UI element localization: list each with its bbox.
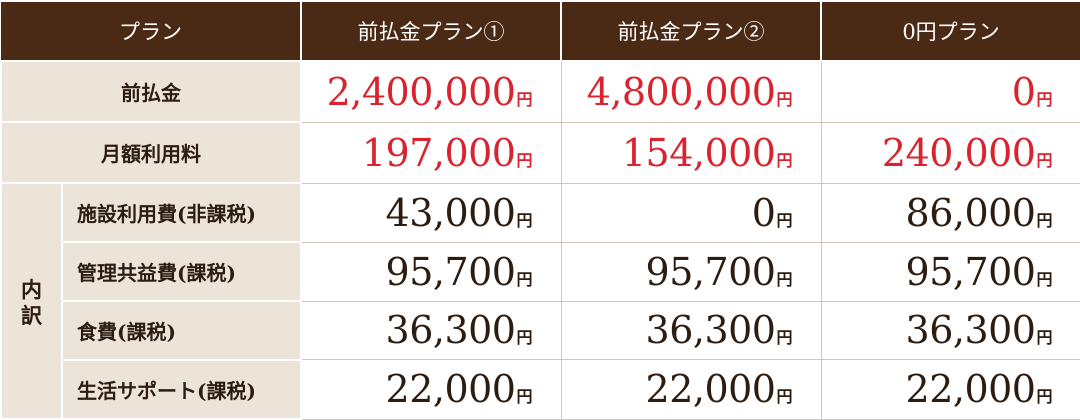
cell-management-plan2: 95,700円 [560,241,822,302]
plan-header-3: 0円プラン [820,0,1080,62]
cell-support-plan3: 22,000円 [820,359,1080,420]
cell-prepayment-plan3: 0円 [820,60,1080,123]
cell-facility-plan2: 0円 [560,182,822,243]
value: 95,700 [905,249,1036,294]
unit: 円 [1036,328,1053,348]
unit: 円 [776,328,793,348]
row-label-life-support-fee: 生活サポート(課税) [61,358,302,420]
cell-meal-plan2: 36,300円 [560,300,822,361]
unit: 円 [516,150,533,170]
unit: 円 [1036,210,1053,230]
cell-monthly-plan3: 240,000円 [820,121,1080,184]
unit: 円 [516,269,533,289]
value: 4,800,000 [586,69,776,114]
row-life-support-fee: 生活サポート(課税) 22,000円 22,000円 22,000円 [1,358,1080,420]
value: 36,300 [645,308,776,353]
row-label-prepayment: 前払金 [0,59,302,124]
unit: 円 [1036,150,1053,170]
row-facility-fee: 内 訳 施設利用費(非課税) 43,000円 0円 86,000円 [0,182,1080,420]
value: 22,000 [645,367,776,412]
unit: 円 [1036,387,1053,407]
cell-meal-plan1: 36,300円 [300,300,562,361]
unit: 円 [776,150,793,170]
value: 36,300 [905,308,1036,353]
cell-support-plan1: 22,000円 [300,359,562,420]
value: 197,000 [361,130,516,175]
unit: 円 [776,269,793,289]
cell-monthly-plan1: 197,000円 [300,121,562,184]
unit: 円 [776,210,793,230]
cell-management-plan1: 95,700円 [300,241,562,302]
row-label-facility-fee: 施設利用費(非課税) [61,182,302,244]
row-management-fee: 管理共益費(課税) 95,700円 95,700円 95,700円 [1,241,1080,302]
value: 2,400,000 [326,69,516,114]
cell-prepayment-plan1: 2,400,000円 [300,60,562,123]
value: 43,000 [385,190,516,235]
value: 95,700 [385,249,516,294]
cell-monthly-plan2: 154,000円 [560,121,822,184]
unit: 円 [516,89,533,109]
unit: 円 [516,328,533,348]
value: 22,000 [385,367,516,412]
value: 154,000 [621,130,776,175]
plan-header-1: 前払金プラン① [300,0,562,62]
cell-meal-plan3: 36,300円 [820,300,1080,361]
plan-header-label: プラン [1,0,302,62]
cell-management-plan3: 95,700円 [820,241,1080,302]
cell-prepayment-plan2: 4,800,000円 [560,60,822,123]
unit: 円 [516,210,533,230]
value: 0 [751,190,776,235]
row-meal-fee: 食費(課税) 36,300円 36,300円 36,300円 [1,300,1080,361]
row-prepayment: 前払金 2,400,000円 4,800,000円 0円 [0,59,1080,124]
unit: 円 [776,387,793,407]
breakdown-label: 内 訳 [0,182,63,420]
row-label-meal-fee: 食費(課税) [61,300,302,361]
value: 0 [1011,69,1036,114]
cell-facility-plan1: 43,000円 [300,182,562,243]
unit: 円 [516,387,533,407]
plan-header-2: 前払金プラン② [560,0,822,62]
value: 95,700 [645,249,776,294]
cell-support-plan2: 22,000円 [560,359,822,420]
value: 36,300 [385,308,516,353]
value: 86,000 [905,190,1036,235]
unit: 円 [1036,269,1053,289]
breakdown-label-char: 訳 [21,303,42,329]
value: 240,000 [881,130,1036,175]
unit: 円 [776,89,793,109]
unit: 円 [1036,89,1053,109]
breakdown-label-char: 内 [21,277,42,303]
row-label-management-fee: 管理共益費(課税) [61,241,302,302]
value: 22,000 [905,367,1036,412]
row-monthly-fee: 月額利用料 197,000円 154,000円 240,000円 [0,121,1080,185]
row-label-monthly-fee: 月額利用料 [0,121,302,185]
cell-facility-plan3: 86,000円 [820,182,1080,243]
